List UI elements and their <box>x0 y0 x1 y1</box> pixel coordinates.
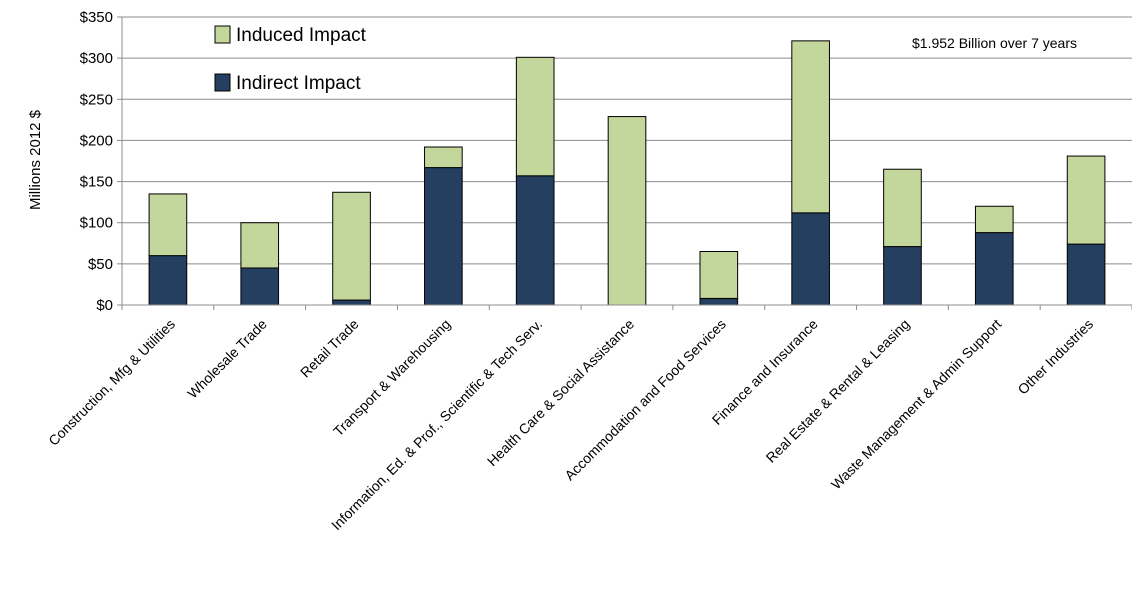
bar-induced-impact <box>148 193 188 257</box>
x-tick-label: Construction, Mfg & Utilities <box>45 316 178 449</box>
bar-indirect-impact <box>974 232 1014 306</box>
bar-indirect-impact <box>791 212 830 306</box>
bar-induced-impact <box>332 191 371 301</box>
bar-indirect-impact <box>883 246 922 306</box>
bar-induced-impact <box>607 116 647 306</box>
bar-induced-impact <box>883 168 922 248</box>
bar-indirect-impact <box>332 299 371 306</box>
bar-induced-impact <box>515 56 555 177</box>
bar-induced-impact <box>699 251 739 299</box>
bar-indirect-impact <box>699 297 739 306</box>
y-tick-label: $0 <box>96 297 113 314</box>
x-tick-label: Information, Ed. & Prof., Scientific & T… <box>328 316 545 533</box>
y-tick-labels: $0 $50 $100 $150 $200 $250 $300 $350 <box>80 9 113 314</box>
y-tick-label: $50 <box>88 256 113 273</box>
y-axis-title: Millions 2012 $ <box>27 109 44 210</box>
legend-swatch <box>214 25 231 44</box>
bar-indirect-impact <box>240 267 280 306</box>
bar-induced-impact <box>240 222 280 269</box>
x-tick-label: Real Estate & Rental & Leasing <box>763 316 913 466</box>
legend-label: Induced Impact <box>236 25 367 46</box>
legend-label: Indirect Impact <box>236 73 361 94</box>
bars <box>148 40 1106 306</box>
x-tick-label: Retail Trade <box>297 316 362 381</box>
y-tick-label: $250 <box>80 91 113 108</box>
x-tick-label: Other Industries <box>1014 316 1096 398</box>
bar-induced-impact <box>1066 155 1106 245</box>
y-tick-label: $300 <box>80 50 113 67</box>
legend: Induced Impact Indirect Impact <box>214 25 367 94</box>
y-tick-label: $150 <box>80 174 113 191</box>
x-tick-labels: Construction, Mfg & Utilities Wholesale T… <box>45 316 1096 533</box>
x-tick-label: Wholesale Trade <box>184 316 270 402</box>
y-tick-label: $200 <box>80 132 113 149</box>
x-tick-label: Waste Management & Admin Support <box>828 316 1005 493</box>
x-tick-label: Health Care & Social Assistance <box>484 316 637 469</box>
x-tick-label: Accommodation and Food Services <box>561 316 729 484</box>
bar-induced-impact <box>791 40 830 214</box>
total-annotation: $1.952 Billion over 7 years <box>912 35 1077 51</box>
bar-indirect-impact <box>1066 243 1106 306</box>
x-tick-label: Finance and Insurance <box>709 316 821 428</box>
bar-indirect-impact <box>515 175 555 306</box>
y-tick-label: $100 <box>80 215 113 232</box>
bar-indirect-impact <box>424 167 463 306</box>
bar-induced-impact <box>424 146 463 169</box>
axes <box>121 17 1132 310</box>
bar-induced-impact <box>974 205 1014 234</box>
bar-indirect-impact <box>148 255 188 306</box>
legend-swatch <box>214 73 231 92</box>
y-tick-label: $350 <box>80 9 113 26</box>
